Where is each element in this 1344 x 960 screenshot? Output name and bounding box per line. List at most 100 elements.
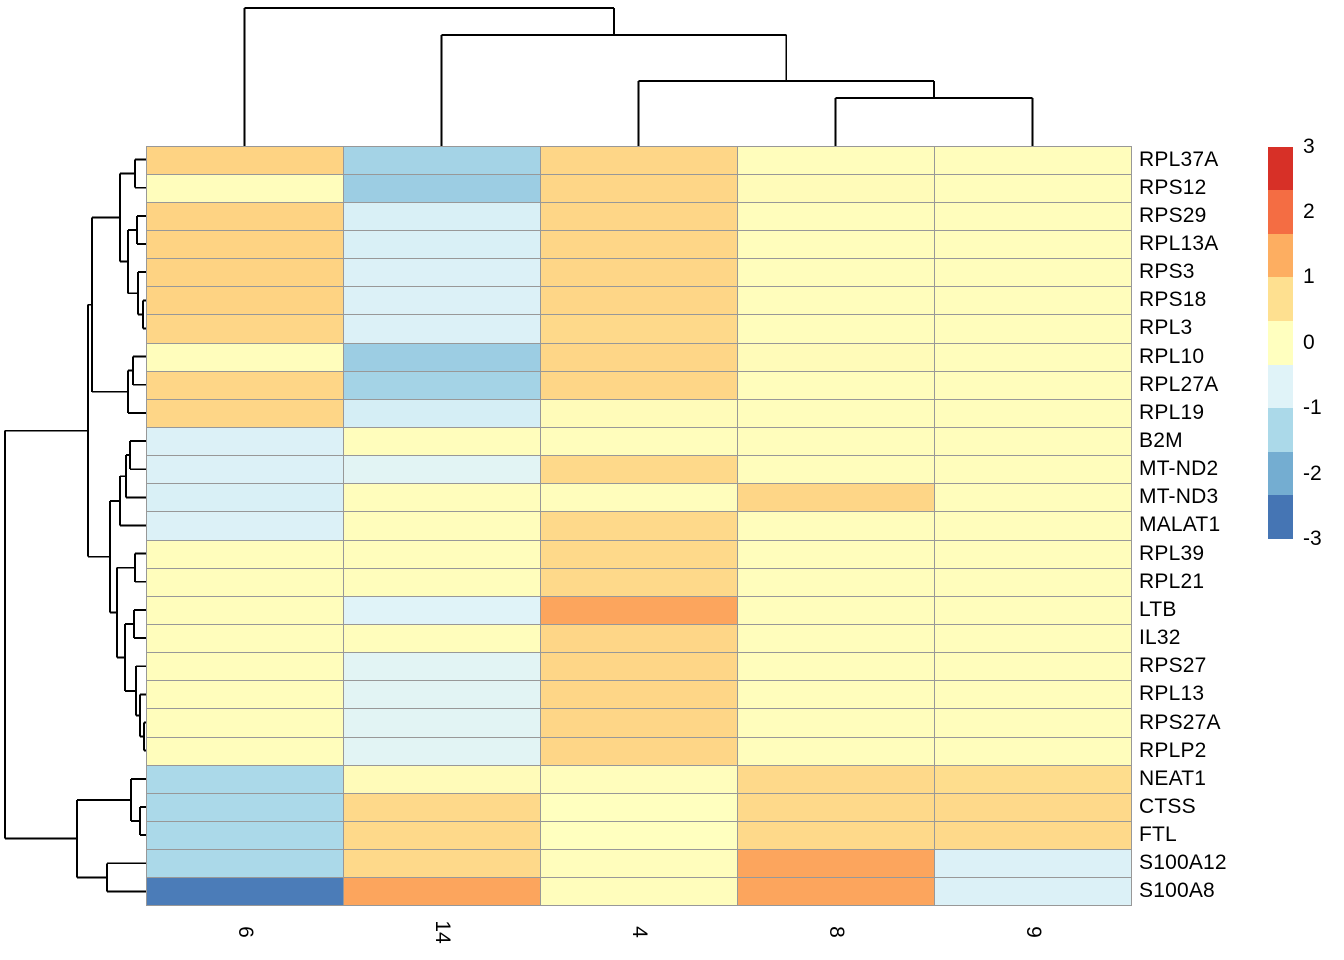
heatmap-cell — [343, 145, 541, 175]
heatmap-cell — [540, 624, 738, 654]
row-label: LTB — [1139, 597, 1177, 621]
row-label: RPL21 — [1139, 569, 1205, 593]
heatmap-cell — [737, 145, 935, 175]
heatmap-cell — [540, 258, 738, 288]
heatmap-cell — [146, 145, 344, 175]
row-label: RPL39 — [1139, 541, 1205, 565]
row-label: RPLP2 — [1139, 738, 1207, 762]
heatmap-cell — [934, 708, 1132, 738]
column-label: 6 — [233, 926, 257, 938]
heatmap-cell — [540, 511, 738, 541]
heatmap-cell — [146, 370, 344, 400]
heatmap-cell — [934, 145, 1132, 175]
row-label: RPL13A — [1139, 232, 1219, 255]
heatmap-cell — [146, 624, 344, 654]
heatmap-cell — [540, 455, 738, 485]
heatmap-cell — [540, 342, 738, 372]
heatmap-cell — [343, 483, 541, 513]
heatmap-cell — [540, 877, 738, 907]
heatmap-cell — [146, 652, 344, 682]
legend-color-block — [1268, 408, 1293, 453]
heatmap-cell — [343, 455, 541, 485]
heatmap-cell — [146, 567, 344, 597]
heatmap-cell — [540, 539, 738, 569]
heatmap-cell — [343, 680, 541, 710]
legend-color-block — [1268, 277, 1293, 322]
heatmap-cell — [737, 624, 935, 654]
heatmap-cell — [737, 849, 935, 879]
row-label: RPL37A — [1139, 147, 1219, 171]
heatmap-cell — [737, 680, 935, 710]
heatmap-cell — [737, 652, 935, 682]
heatmap-cell — [343, 342, 541, 372]
heatmap-cell — [540, 398, 738, 428]
heatmap-cell — [343, 539, 541, 569]
heatmap-cell — [934, 736, 1132, 766]
heatmap-cell — [146, 821, 344, 851]
heatmap-cell — [737, 877, 935, 907]
heatmap-cell — [737, 426, 935, 457]
heatmap-cell — [934, 229, 1132, 260]
heatmap-cell — [343, 286, 541, 316]
row-label: RPS3 — [1139, 260, 1195, 284]
heatmap-cell — [146, 595, 344, 625]
heatmap-cell — [146, 286, 344, 316]
heatmap-cell — [343, 764, 541, 794]
row-label: RPL10 — [1139, 344, 1205, 368]
heatmap-cell — [934, 849, 1132, 879]
heatmap-cell — [146, 426, 344, 457]
legend-tick-label: -2 — [1303, 461, 1322, 485]
heatmap-cell — [343, 736, 541, 766]
heatmap-cell — [343, 624, 541, 654]
heatmap-cell — [343, 201, 541, 231]
heatmap-cell — [343, 877, 541, 907]
heatmap-cell — [737, 595, 935, 625]
heatmap-cell — [737, 201, 935, 231]
heatmap-cell — [343, 398, 541, 428]
heatmap-cell — [146, 483, 344, 513]
heatmap-cell — [737, 258, 935, 288]
heatmap-cell — [343, 567, 541, 597]
legend-color-block — [1268, 233, 1293, 278]
heatmap-cell — [737, 314, 935, 344]
row-label: RPL19 — [1139, 400, 1205, 424]
heatmap-cell — [146, 511, 344, 541]
legend-color-block — [1268, 364, 1293, 409]
heatmap-cell — [146, 314, 344, 344]
heatmap-cell — [737, 511, 935, 541]
heatmap-cell — [934, 173, 1132, 203]
heatmap-cell — [934, 792, 1132, 823]
heatmap-cell — [540, 821, 738, 851]
heatmap-cell — [146, 229, 344, 260]
row-label: MALAT1 — [1139, 513, 1221, 537]
heatmap-cell — [343, 792, 541, 823]
legend-color-block — [1268, 495, 1293, 540]
heatmap-cell — [934, 370, 1132, 400]
row-label: B2M — [1139, 429, 1183, 453]
heatmap-cell — [934, 511, 1132, 541]
heatmap-cell — [934, 539, 1132, 569]
heatmap-cell — [540, 426, 738, 457]
heatmap-cell — [343, 173, 541, 203]
row-label: RPS27A — [1139, 710, 1221, 734]
heatmap-cell — [343, 370, 541, 400]
heatmap-cell — [737, 539, 935, 569]
heatmap-cell — [934, 680, 1132, 710]
column-label: 4 — [627, 926, 651, 938]
heatmap-cell — [934, 764, 1132, 794]
row-dendrogram — [4, 158, 147, 893]
legend-color-block — [1268, 451, 1293, 496]
heatmap-cell — [343, 229, 541, 260]
heatmap-cell — [934, 398, 1132, 428]
row-label: RPS12 — [1139, 175, 1207, 199]
heatmap-cell — [934, 652, 1132, 682]
heatmap-cell — [737, 455, 935, 485]
heatmap-cell — [343, 708, 541, 738]
row-label: NEAT1 — [1139, 766, 1207, 790]
heatmap-cell — [934, 595, 1132, 625]
row-label: RPL3 — [1139, 316, 1193, 340]
heatmap-cell — [737, 792, 935, 823]
row-label: S100A12 — [1139, 851, 1227, 875]
heatmap-cell — [540, 764, 738, 794]
legend-tick-label: 3 — [1303, 134, 1315, 158]
